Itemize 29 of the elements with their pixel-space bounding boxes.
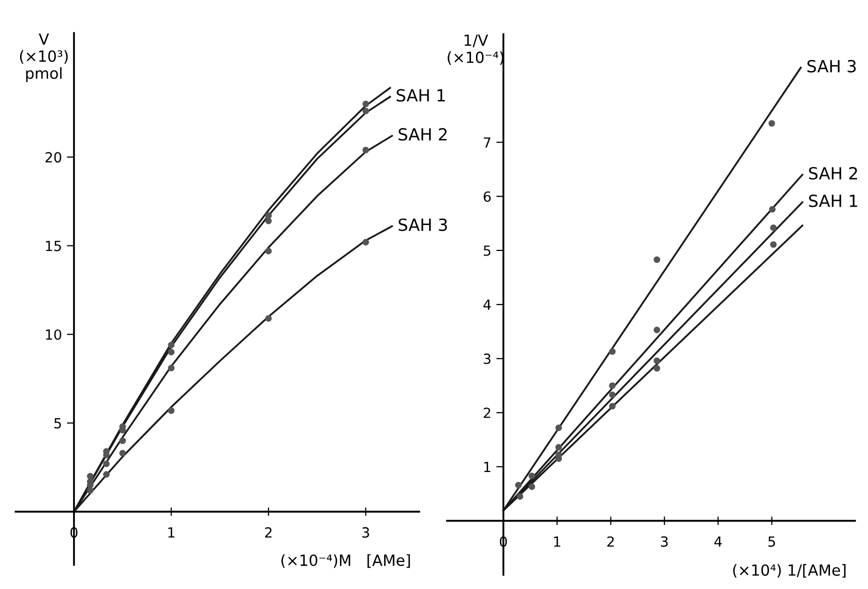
y-tick-label: 3 — [484, 354, 490, 364]
series-label: SAH 3 — [807, 60, 856, 73]
y-tick-label: 20 — [46, 152, 62, 163]
y-tick-label: 7 — [484, 137, 490, 148]
x-tick-label: 5 — [768, 536, 775, 547]
x-tick-label: 4 — [714, 536, 722, 547]
y-tick-label: 4 — [483, 300, 491, 310]
x-tick-label: 2 — [265, 527, 272, 538]
series-label: SAH 1 — [809, 194, 858, 208]
y-tick-label: 10 — [46, 329, 62, 340]
x-tick-label: 1 — [554, 536, 560, 547]
y-tick-label: 2 — [484, 408, 490, 418]
x-tick-label: 2 — [607, 536, 614, 547]
x-tick-label: 1 — [168, 527, 174, 538]
x-axis-title: (×10⁴) 1/[AMe] — [733, 564, 846, 578]
y-tick-label: 1 — [484, 462, 490, 472]
y-tick-label: 5 — [54, 418, 61, 428]
x-tick-label: 3 — [661, 536, 668, 547]
x-tick-label: 3 — [362, 527, 370, 538]
y-axis-title: V (×10³) pmol — [20, 33, 68, 82]
series-label: SAH 2 — [398, 128, 447, 141]
series-label: SAH 2 — [809, 166, 857, 180]
y-tick-label: 5 — [484, 246, 490, 256]
y-tick-label: 15 — [46, 240, 61, 252]
series-label: SAH 3 — [398, 218, 447, 232]
x-axis-title: (×10⁻⁴)M [AMe] — [281, 554, 410, 568]
series-label: SAH 1 — [396, 89, 445, 102]
y-axis-title: 1/V (×10⁻⁴) — [448, 34, 504, 65]
y-tick-label: 6 — [484, 191, 491, 202]
